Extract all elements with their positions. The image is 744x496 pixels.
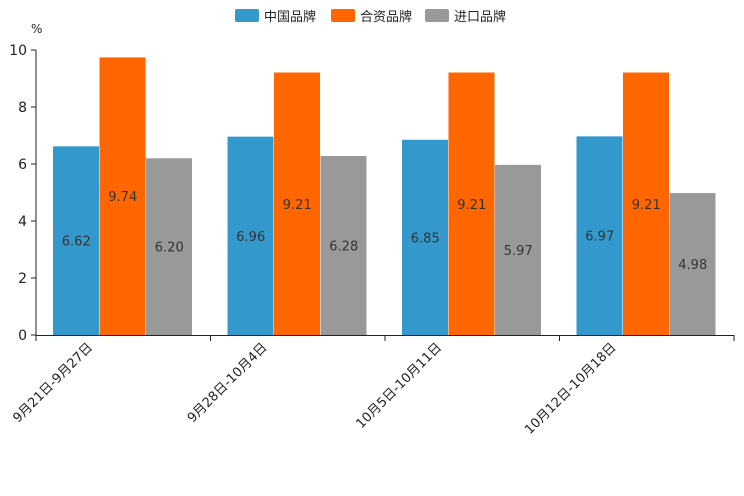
legend-label-2: 合资品牌 (360, 9, 412, 25)
data-label-s1-c4: 6.97 (585, 230, 614, 245)
data-label-s3-c1: 6.20 (155, 241, 184, 256)
legend-label-3: 进口品牌 (454, 9, 506, 25)
data-label-s3-c4: 4.98 (678, 258, 707, 273)
bar-s2-c1 (99, 57, 146, 335)
data-label-s1-c3: 6.85 (411, 231, 440, 246)
y-tick-label-2: 4 (18, 214, 27, 230)
data-label-s2-c2: 9.21 (283, 198, 312, 213)
data-label-s1-c2: 6.96 (236, 230, 265, 245)
bars: 6.62 9.74 6.20 6.96 9.21 6.28 6.85 9.21 5.97 6.97… (53, 57, 716, 335)
data-label-s2-c3: 9.21 (457, 198, 486, 213)
bar-s1-c1 (53, 146, 99, 335)
x-category-label-3: 10月5日-10月11日 (353, 340, 445, 432)
bar-s2-c2 (274, 72, 320, 335)
bar-s1-c3 (402, 139, 448, 335)
bar-s3-c3 (495, 164, 541, 335)
legend-swatch-3 (425, 9, 449, 22)
legend-swatch-2 (331, 9, 355, 22)
bar-s3-c4 (669, 193, 716, 335)
bar-s1-c2 (227, 136, 274, 335)
bar-s2-c3 (448, 72, 495, 335)
y-axis-unit-label: % (31, 22, 42, 36)
y-tick-label-3: 6 (18, 157, 27, 173)
x-category-label-2: 9月28日-10月4日 (185, 340, 271, 426)
bar-s3-c2 (320, 156, 367, 335)
legend: 中国品牌 合资品牌 进口品牌 (235, 9, 506, 25)
y-tick-label-5: 10 (9, 43, 27, 59)
legend-label-1: 中国品牌 (264, 9, 316, 25)
data-label-s2-c1: 9.74 (108, 190, 137, 205)
x-category-label-1: 9月21日-9月27日 (10, 340, 96, 426)
data-label-s3-c2: 6.28 (329, 240, 358, 255)
y-tick-label-4: 8 (18, 100, 27, 116)
legend-swatch-1 (235, 9, 259, 22)
bar-s1-c4 (576, 136, 623, 335)
x-axis: 9月21日-9月27日 9月28日-10月4日 10月5日-10月11日 10月12日… (10, 335, 735, 438)
y-tick-label-0: 0 (18, 328, 27, 344)
x-category-label-4: 10月12日-10月18日 (522, 340, 619, 437)
data-label-s2-c4: 9.21 (632, 198, 661, 213)
data-label-s3-c3: 5.97 (504, 244, 533, 259)
bar-s3-c1 (146, 158, 192, 335)
y-axis: 0 2 4 6 8 10 (9, 43, 37, 344)
y-tick-label-1: 2 (18, 271, 27, 287)
bar-s2-c4 (623, 72, 669, 335)
data-label-s1-c1: 6.62 (62, 235, 91, 250)
